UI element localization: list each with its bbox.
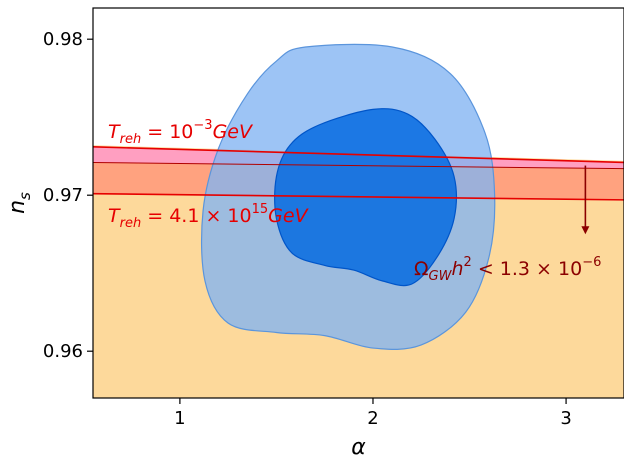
x-tick-label-1: 2 <box>367 408 378 429</box>
x-tick-label-2: 3 <box>560 408 571 429</box>
constraint-arrow <box>581 165 590 235</box>
y-tick-label-1: 0.97 <box>43 185 83 206</box>
line-label-treh-low: Treh = 10−3GeV <box>108 118 254 147</box>
plot-area <box>93 43 624 398</box>
reheating-line-0 <box>93 146 624 164</box>
x-tick-label-0: 1 <box>174 408 185 429</box>
y-axis-label: ns <box>5 192 34 214</box>
y-tick-label-2: 0.98 <box>43 29 83 50</box>
x-axis-label: α <box>351 435 366 460</box>
line-label-treh-high: Treh = 4.1 × 1015GeV <box>108 202 310 231</box>
band-edge-line <box>93 161 624 170</box>
reheating-lines <box>93 146 624 201</box>
reheating-line-1 <box>93 192 624 201</box>
y-tick-label-0: 0.96 <box>43 341 83 362</box>
axes-frame <box>92 7 624 399</box>
region-label-omega-gw: ΩGWh2 < 1.3 × 10−6 <box>414 255 601 284</box>
arrow-head <box>581 226 590 235</box>
axis-ticks: 1 2 3 0.96 0.97 0.98 <box>43 29 572 429</box>
